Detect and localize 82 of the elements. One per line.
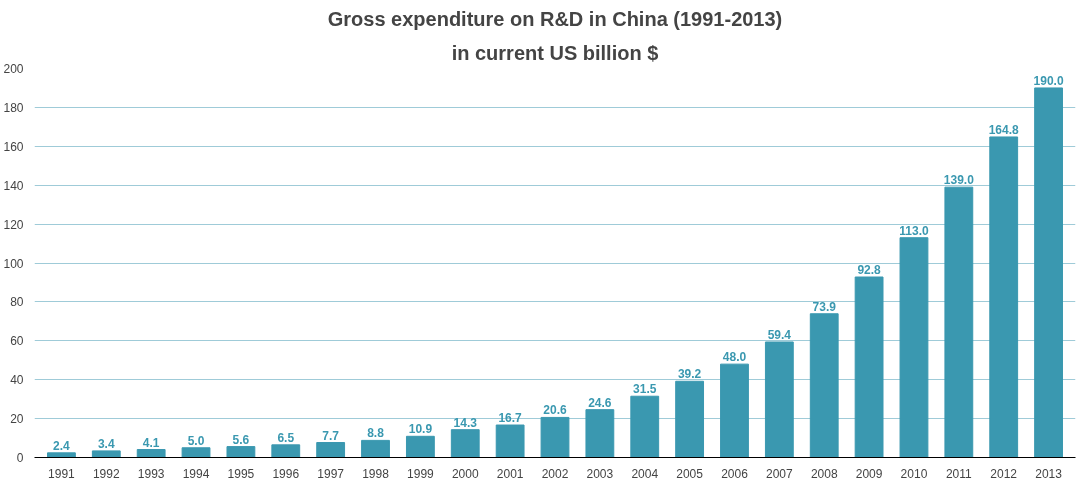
y-tick-label: 160 [3, 139, 24, 154]
x-tick-label: 2013 [1035, 466, 1063, 481]
x-tick-label: 2010 [900, 466, 928, 481]
x-tick-label: 2004 [631, 466, 659, 481]
x-tick-label: 2007 [766, 466, 794, 481]
bar [226, 446, 256, 458]
x-tick-label: 2009 [855, 466, 883, 481]
bar [405, 435, 435, 458]
x-tick-label: 2001 [496, 466, 524, 481]
bar [854, 276, 884, 458]
x-tick-label: 2012 [990, 466, 1018, 481]
data-label: 113.0 [899, 223, 929, 238]
data-label: 190.0 [1033, 73, 1064, 88]
data-label: 8.8 [367, 426, 385, 441]
bar [899, 237, 929, 458]
y-tick-label: 60 [10, 334, 24, 349]
x-tick-label: 2011 [945, 466, 973, 481]
x-tick-label: 1998 [362, 466, 390, 481]
data-label: 139.0 [943, 173, 975, 188]
x-tick-label: 2005 [676, 466, 704, 481]
bar [720, 363, 749, 458]
x-tick-label: 1995 [227, 466, 255, 481]
data-label: 4.1 [142, 435, 160, 450]
bar [675, 380, 705, 458]
x-tick-label: 1993 [137, 466, 165, 481]
x-tick-label: 1999 [407, 466, 435, 481]
bar [809, 313, 839, 458]
bar [1034, 87, 1063, 458]
chart-title: Gross expenditure on R&D in China (1991-2013) [327, 7, 783, 30]
y-tick-label: 40 [10, 373, 24, 388]
data-label: 7.7 [322, 428, 340, 443]
bar [585, 409, 615, 458]
data-label: 39.2 [677, 367, 702, 382]
y-tick-label: 200 [3, 62, 24, 76]
data-label: 73.9 [812, 299, 837, 314]
bar [540, 416, 570, 458]
bar [91, 450, 121, 458]
x-tick-label: 2006 [721, 466, 749, 481]
x-tick-label: 1991 [48, 466, 76, 481]
data-label: 3.4 [97, 436, 115, 451]
data-label: 14.3 [453, 415, 478, 430]
data-label: 20.6 [543, 403, 567, 418]
bar [630, 395, 660, 458]
y-tick-label: 180 [3, 100, 24, 115]
data-label: 48.0 [722, 350, 747, 365]
x-tick-label: 1994 [182, 466, 210, 481]
bar [764, 341, 794, 458]
data-label: 16.7 [498, 411, 523, 426]
data-label: 92.8 [857, 263, 882, 277]
bar [450, 429, 480, 458]
data-label: 31.5 [633, 382, 657, 397]
y-tick-label: 120 [3, 217, 24, 232]
y-tick-label: 100 [3, 256, 24, 271]
y-tick-label: 80 [10, 295, 24, 310]
x-tick-label: 1997 [317, 466, 345, 481]
x-tick-label: 1996 [272, 466, 300, 481]
y-tick-label: 140 [3, 178, 24, 193]
x-tick-label: 2008 [810, 466, 838, 481]
bar [989, 136, 1019, 458]
data-label: 59.4 [767, 327, 792, 342]
y-tick-label: 20 [10, 412, 24, 427]
bar [181, 447, 211, 458]
data-label: 5.6 [232, 432, 250, 447]
x-tick-label: 2003 [586, 466, 614, 481]
data-label: 6.5 [277, 430, 295, 445]
bar [271, 444, 301, 458]
data-label: 2.4 [53, 438, 71, 453]
data-label: 10.9 [408, 422, 433, 437]
data-label: 5.0 [187, 433, 205, 448]
bar [495, 424, 525, 458]
bar [944, 186, 974, 458]
bar [136, 449, 166, 458]
x-tick-label: 2002 [541, 466, 569, 481]
x-tick-label: 1992 [92, 466, 120, 481]
data-label: 164.8 [988, 122, 1020, 137]
bar [316, 442, 346, 458]
chart-subtitle: in current US billion $ [451, 41, 659, 64]
bar [47, 452, 76, 458]
y-tick-label: 0 [16, 451, 24, 465]
data-label: 24.6 [588, 395, 612, 410]
x-tick-label: 2000 [451, 466, 479, 481]
bar [361, 439, 390, 458]
